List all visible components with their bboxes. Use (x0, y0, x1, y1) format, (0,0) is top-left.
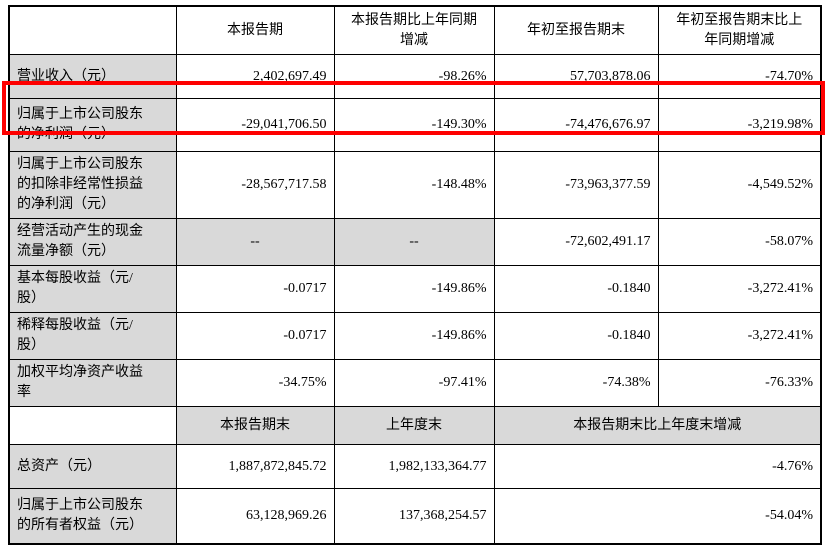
row-label: 加权平均净资产收益率 (8, 359, 177, 407)
cell-value: 1,887,872,845.72 (175, 444, 335, 489)
table-row-total-assets: 总资产（元） 1,887,872,845.72 1,982,133,364.77… (8, 444, 822, 489)
table-row-weighted-avg-roe: 加权平均净资产收益率 -34.75% -97.41% -74.38% -76.3… (8, 359, 822, 407)
table-row-owners-equity: 归属于上市公司股东的所有者权益（元） 63,128,969.26 137,368… (8, 488, 822, 545)
cell-value: -148.48% (333, 151, 495, 219)
cell-value: -34.75% (175, 359, 335, 407)
cell-value-dash: -- (175, 218, 335, 266)
cell-value: -149.86% (333, 312, 495, 360)
cell-value: -97.41% (333, 359, 495, 407)
cell-value: -3,272.41% (657, 312, 822, 360)
cell-value: -73,963,377.59 (493, 151, 659, 219)
row-label: 归属于上市公司股东的扣除非经常性损益的净利润（元） (8, 151, 177, 219)
cell-value: -98.26% (333, 54, 495, 99)
cell-value: -28,567,717.58 (175, 151, 335, 219)
header-yoy-change: 本报告期比上年同期增减 (333, 5, 495, 55)
header-period-end-change: 本报告期末比上年度末增减 (493, 406, 822, 445)
cell-value: -149.86% (333, 265, 495, 313)
cell-value: -149.30% (333, 98, 495, 152)
period-end-header-row: 本报告期末 上年度末 本报告期末比上年度末增减 (8, 406, 822, 445)
cell-value: -74.70% (657, 54, 822, 99)
cell-value: -29,041,706.50 (175, 98, 335, 152)
table-row-basic-eps: 基本每股收益（元/股） -0.0717 -149.86% -0.1840 -3,… (8, 265, 822, 313)
cell-value: -0.0717 (175, 265, 335, 313)
header-current-period: 本报告期 (175, 5, 335, 55)
cell-value: -74,476,676.97 (493, 98, 659, 152)
cell-value: -54.04% (493, 488, 822, 545)
financial-summary-table: 本报告期 本报告期比上年同期增减 年初至报告期末 年初至报告期末比上年同期增减 … (8, 5, 822, 545)
header-period-end: 本报告期末 (175, 406, 335, 445)
cell-value: -74.38% (493, 359, 659, 407)
cell-value: -0.0717 (175, 312, 335, 360)
cell-value: 63,128,969.26 (175, 488, 335, 545)
table-row-deducted-net-profit: 归属于上市公司股东的扣除非经常性损益的净利润（元） -28,567,717.58… (8, 151, 822, 219)
row-label: 归属于上市公司股东的所有者权益（元） (8, 488, 177, 545)
cell-value: 1,982,133,364.77 (333, 444, 495, 489)
header-ytd-yoy-change: 年初至报告期末比上年同期增减 (657, 5, 822, 55)
table-row-revenue: 营业收入（元） 2,402,697.49 -98.26% 57,703,878.… (8, 54, 822, 99)
cell-value: -0.1840 (493, 265, 659, 313)
financial-summary-section: 本报告期 本报告期比上年同期增减 年初至报告期末 年初至报告期末比上年同期增减 … (2, 5, 825, 545)
cell-value: -3,219.98% (657, 98, 822, 152)
table-row-diluted-eps: 稀释每股收益（元/股） -0.0717 -149.86% -0.1840 -3,… (8, 312, 822, 360)
cell-value: 2,402,697.49 (175, 54, 335, 99)
cell-value: -0.1840 (493, 312, 659, 360)
cell-value: -4.76% (493, 444, 822, 489)
cell-value: -4,549.52% (657, 151, 822, 219)
row-label: 总资产（元） (8, 444, 177, 489)
header-cell-blank (8, 406, 177, 445)
header-ytd: 年初至报告期末 (493, 5, 659, 55)
row-label: 归属于上市公司股东的净利润（元） (8, 98, 177, 152)
table-row-operating-cash-flow: 经营活动产生的现金流量净额（元） -- -- -72,602,491.17 -5… (8, 218, 822, 266)
cell-value: -72,602,491.17 (493, 218, 659, 266)
row-label: 经营活动产生的现金流量净额（元） (8, 218, 177, 266)
cell-value: -3,272.41% (657, 265, 822, 313)
row-label: 稀释每股收益（元/股） (8, 312, 177, 360)
row-label: 基本每股收益（元/股） (8, 265, 177, 313)
header-cell-blank (8, 5, 177, 55)
cell-value: 57,703,878.06 (493, 54, 659, 99)
cell-value: 137,368,254.57 (333, 488, 495, 545)
table-row-net-profit-highlighted: 归属于上市公司股东的净利润（元） -29,041,706.50 -149.30%… (8, 98, 822, 152)
row-label: 营业收入（元） (8, 54, 177, 99)
header-prior-year-end: 上年度末 (333, 406, 495, 445)
cell-value-dash: -- (333, 218, 495, 266)
cell-value: -76.33% (657, 359, 822, 407)
period-header-row: 本报告期 本报告期比上年同期增减 年初至报告期末 年初至报告期末比上年同期增减 (8, 5, 822, 55)
cell-value: -58.07% (657, 218, 822, 266)
